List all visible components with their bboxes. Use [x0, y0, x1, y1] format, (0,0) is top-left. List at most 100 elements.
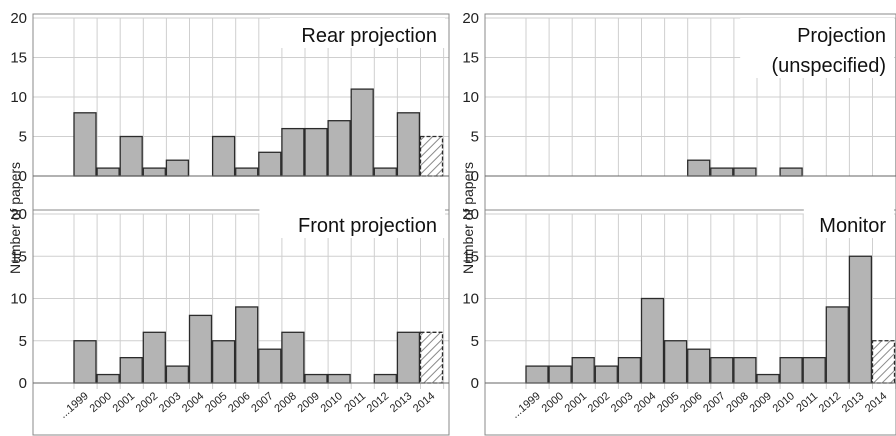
- y-tick-label: 15: [462, 248, 479, 265]
- bar-2001: [571, 356, 595, 384]
- panel-title: Projection: [797, 25, 886, 47]
- x-tick-label: ...1999: [509, 390, 542, 421]
- bar-2006: [235, 306, 259, 384]
- panel-frame: [32, 209, 450, 436]
- bar-1999: [73, 112, 97, 177]
- y-tick-label: 0: [471, 168, 479, 185]
- bar-2011: [802, 356, 826, 384]
- panel-frame: [484, 209, 896, 436]
- y-tick-label: 0: [471, 375, 479, 392]
- panel-2: 0 5 10 15 20 Projection (unspecified): [462, 10, 896, 211]
- x-tick-label: 2002: [134, 390, 160, 415]
- bar-2003: [165, 365, 190, 384]
- chart-panels: 0 5 10 15 20 Rear projection 0 5 10 15 20 Projectio…: [10, 10, 896, 436]
- x-tick-label: 2001: [111, 390, 137, 415]
- x-tick-label: 2000: [88, 390, 114, 415]
- y-axis-label-right: Number of papers: [460, 162, 476, 274]
- bar-2013: [848, 255, 873, 384]
- y-tick-label: 15: [10, 50, 27, 67]
- y-tick-label: 0: [19, 375, 27, 392]
- bar-2009: [304, 127, 328, 177]
- x-tick-label: 2009: [295, 390, 321, 415]
- y-tick-label: 10: [462, 89, 479, 106]
- panel-title-background: [259, 208, 445, 238]
- bar-2005: [663, 340, 688, 384]
- bar-2008: [733, 167, 757, 177]
- x-tick-label: 2007: [249, 390, 275, 415]
- x-tick-label: 2000: [540, 390, 566, 415]
- x-tick-label: 2004: [180, 390, 206, 415]
- y-tick-label: 20: [10, 206, 27, 223]
- y-tick-label: 10: [462, 291, 479, 308]
- bar-2012: [825, 306, 849, 384]
- y-tick-label: 10: [10, 291, 27, 308]
- bar-2007: [710, 167, 734, 177]
- bar-2000: [96, 167, 120, 177]
- bar-2008: [281, 127, 305, 177]
- x-tick-label: 2004: [632, 390, 658, 415]
- bar-2007: [710, 356, 734, 384]
- y-tick-label: 15: [10, 248, 27, 265]
- bar-2002: [142, 167, 166, 177]
- x-tick-label: 2010: [771, 390, 797, 415]
- x-tick-label: 2007: [701, 390, 727, 415]
- x-tick-label: 2011: [342, 390, 368, 414]
- x-tick-label: 2011: [794, 390, 820, 414]
- bar-2012: [373, 373, 397, 384]
- bar-2002: [594, 365, 618, 384]
- bar-2013: [396, 112, 421, 177]
- bar-2001: [119, 356, 143, 384]
- x-tick-label: 2008: [724, 390, 750, 415]
- panel-title: Front projection: [298, 215, 437, 237]
- bar-2000: [548, 365, 572, 384]
- bar-2010: [327, 373, 351, 384]
- y-tick-label: 5: [19, 333, 27, 350]
- bar-2014: [419, 331, 444, 384]
- bar-1999: [73, 340, 97, 384]
- y-tick-label: 20: [10, 10, 27, 27]
- bar-2009: [304, 373, 328, 384]
- x-tick-label: 2014: [411, 390, 437, 415]
- panel-title-background: [740, 18, 894, 78]
- y-tick-label: 5: [471, 333, 479, 350]
- bar-2004: [188, 314, 213, 384]
- bar-2014: [419, 135, 444, 177]
- bar-2011: [350, 88, 374, 177]
- x-tick-label: 2012: [817, 390, 843, 415]
- y-tick-label: 15: [462, 50, 479, 67]
- bar-2008: [281, 331, 305, 384]
- panel-title: Monitor: [819, 215, 886, 237]
- x-tick-label: 2003: [609, 390, 635, 415]
- bar-1999: [525, 365, 549, 384]
- bar-2004: [640, 297, 665, 384]
- bar-2005: [211, 135, 236, 177]
- bar-2007: [258, 348, 282, 384]
- x-tick-label: 2002: [586, 390, 612, 415]
- bar-2007: [258, 151, 282, 177]
- bar-2003: [617, 356, 642, 384]
- panel-1: 0 5 10 15 20 Rear projection: [10, 10, 450, 211]
- bar-2010: [779, 356, 803, 384]
- bar-2012: [373, 167, 397, 177]
- x-tick-label: 2008: [272, 390, 298, 415]
- bar-2014: [871, 340, 896, 384]
- y-tick-label: 20: [462, 206, 479, 223]
- bar-2008: [733, 356, 757, 384]
- bar-2003: [165, 159, 190, 177]
- x-tick-label: 2006: [226, 390, 252, 415]
- bar-2010: [327, 120, 351, 177]
- bar-2009: [756, 373, 780, 384]
- x-tick-label: 2001: [563, 390, 589, 415]
- y-tick-label: 10: [10, 89, 27, 106]
- y-tick-label: 5: [19, 129, 27, 146]
- panel-title: Rear projection: [301, 25, 437, 47]
- bar-2000: [96, 373, 120, 384]
- bar-2010: [779, 167, 803, 177]
- x-tick-label: 2012: [365, 390, 391, 415]
- x-tick-label: ...1999: [57, 390, 90, 421]
- x-tick-label: 2010: [319, 390, 345, 415]
- y-tick-label: 20: [462, 10, 479, 27]
- bar-2006: [235, 167, 259, 177]
- y-axis-label-left: Number of papers: [7, 162, 23, 274]
